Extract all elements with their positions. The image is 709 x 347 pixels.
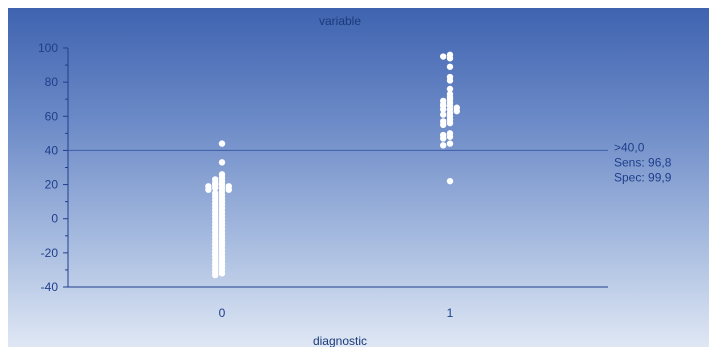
y-tick-label: 60 bbox=[45, 109, 59, 123]
y-tick-label: 80 bbox=[45, 75, 59, 89]
data-point bbox=[218, 159, 226, 166]
data-point bbox=[446, 63, 454, 70]
data-point bbox=[440, 142, 447, 149]
x-category-label: 0 bbox=[219, 306, 226, 320]
x-category-label: 1 bbox=[447, 306, 454, 320]
data-point bbox=[205, 186, 212, 193]
data-point bbox=[440, 53, 447, 60]
cutoff-label: >40,0 bbox=[614, 140, 645, 154]
y-tick-label: 20 bbox=[45, 178, 59, 192]
data-point bbox=[440, 135, 447, 142]
data-point bbox=[446, 55, 454, 62]
data-point bbox=[446, 77, 454, 84]
data-point bbox=[446, 133, 454, 140]
cutoff-label: Spec: 99,9 bbox=[614, 170, 672, 184]
y-tick-label: 0 bbox=[51, 212, 58, 226]
data-point bbox=[453, 107, 460, 115]
data-point bbox=[440, 106, 447, 113]
y-tick-label: 100 bbox=[38, 41, 58, 55]
data-point bbox=[225, 186, 232, 193]
data-point bbox=[212, 184, 219, 192]
data-point bbox=[218, 140, 226, 147]
data-point bbox=[440, 121, 447, 129]
y-tick-label: -20 bbox=[41, 246, 59, 260]
data-point bbox=[446, 177, 454, 185]
plot-background bbox=[8, 8, 709, 347]
y-tick-label: -40 bbox=[41, 280, 59, 294]
data-point bbox=[446, 85, 454, 93]
data-point bbox=[446, 140, 454, 147]
data-point bbox=[218, 270, 226, 277]
data-point bbox=[440, 111, 447, 118]
data-point bbox=[212, 271, 219, 279]
y-tick-label: 40 bbox=[45, 143, 59, 157]
y-axis-ticks: -40 -20 0 20 40 60 80 100 bbox=[38, 41, 68, 294]
cutoff-label: Sens: 96,8 bbox=[614, 155, 672, 169]
data-points bbox=[205, 51, 460, 279]
data-point bbox=[446, 119, 454, 127]
chart-title: variable bbox=[319, 14, 361, 28]
x-axis-label: diagnostic bbox=[313, 334, 367, 347]
